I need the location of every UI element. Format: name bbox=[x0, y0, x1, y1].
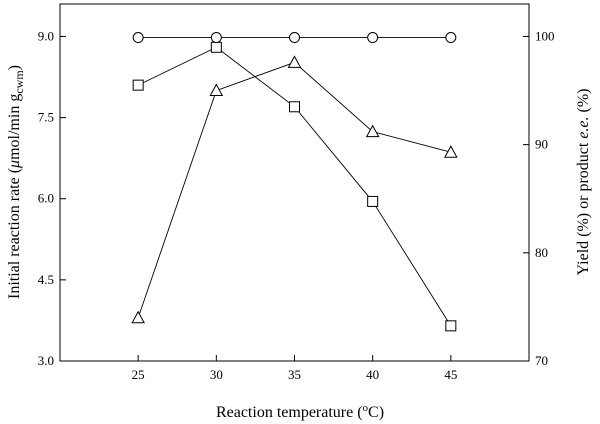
x-tick-label: 45 bbox=[444, 367, 457, 382]
right-y-tick-label: 100 bbox=[535, 28, 555, 43]
x-axis-ticks: 25 30 35 40 45 bbox=[132, 355, 457, 382]
right-y-tick-label: 80 bbox=[535, 245, 548, 260]
left-y-tick-label: 7.5 bbox=[38, 110, 54, 125]
left-y-tick-label: 9.0 bbox=[38, 28, 54, 43]
square-marker bbox=[445, 320, 457, 332]
triangle-marker bbox=[131, 310, 146, 324]
circle-marker bbox=[210, 32, 222, 44]
circle-marker bbox=[445, 32, 457, 44]
square-series-line bbox=[137, 46, 452, 327]
triangle-marker bbox=[287, 55, 302, 68]
left-y-axis-ticks: 3.0 4.5 6.0 7.5 9.0 bbox=[38, 28, 66, 368]
left-y-axis-title: Initial reaction rate (μmol/min gcwm) bbox=[6, 65, 26, 299]
square-marker bbox=[210, 41, 222, 53]
circle-marker bbox=[132, 32, 144, 44]
series-layer bbox=[131, 32, 458, 332]
triangle-marker bbox=[365, 124, 380, 138]
x-tick-label: 30 bbox=[210, 367, 223, 382]
x-tick-label: 25 bbox=[132, 367, 145, 382]
triangle-series-line bbox=[137, 61, 451, 318]
square-marker bbox=[132, 79, 144, 91]
left-y-tick-label: 3.0 bbox=[38, 353, 54, 368]
left-y-tick-label: 6.0 bbox=[38, 191, 54, 206]
left-y-tick-label: 4.5 bbox=[38, 272, 54, 287]
x-tick-label: 35 bbox=[288, 367, 301, 382]
right-y-axis-title: Yield (%) or product e.e. (%) bbox=[575, 88, 592, 275]
circle-marker bbox=[289, 32, 300, 44]
x-axis-title: Reaction temperature (oC) bbox=[216, 402, 384, 421]
triangle-marker bbox=[209, 83, 224, 97]
square-marker bbox=[367, 195, 379, 207]
right-y-axis-ticks: 70 80 90 100 bbox=[523, 28, 555, 368]
circle-marker bbox=[367, 32, 379, 44]
x-tick-label: 40 bbox=[366, 367, 379, 382]
right-y-tick-label: 70 bbox=[535, 353, 548, 368]
square-marker bbox=[289, 101, 300, 113]
triangle-marker bbox=[443, 145, 458, 158]
right-y-tick-label: 90 bbox=[535, 137, 548, 152]
